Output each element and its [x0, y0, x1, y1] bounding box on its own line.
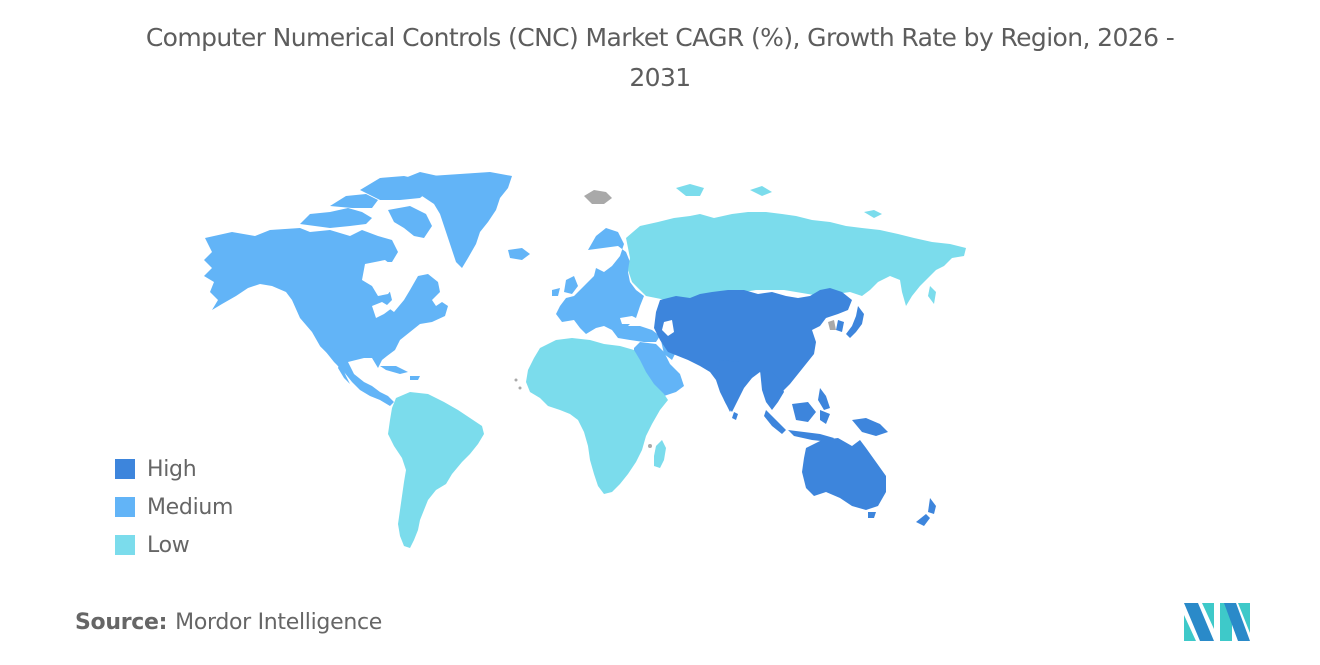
- legend-item-high: High: [115, 450, 233, 488]
- legend-item-low: Low: [115, 526, 233, 564]
- region-no-data: [514, 190, 836, 448]
- legend-label-medium: Medium: [147, 494, 234, 520]
- chart-title: Computer Numerical Controls (CNC) Market…: [0, 18, 1320, 98]
- map-legend: High Medium Low: [115, 450, 233, 564]
- legend-item-medium: Medium: [115, 488, 233, 526]
- chart-title-line-1: Computer Numerical Controls (CNC) Market…: [145, 23, 1175, 52]
- legend-label-low: Low: [147, 532, 190, 558]
- source-value: Mordor Intelligence: [175, 610, 383, 635]
- legend-label-high: High: [147, 456, 197, 482]
- mordor-intelligence-logo-icon: [1184, 603, 1250, 641]
- region-south-america: [388, 392, 484, 548]
- region-russia: [626, 184, 966, 306]
- legend-swatch-medium: [115, 497, 135, 517]
- chart-title-line-2: 2031: [629, 63, 691, 92]
- region-asia-pacific: [654, 288, 936, 526]
- source-attribution: Source: Mordor Intelligence: [75, 610, 382, 635]
- legend-swatch-low: [115, 535, 135, 555]
- source-label: Source:: [75, 610, 168, 635]
- legend-swatch-high: [115, 459, 135, 479]
- region-africa: [526, 338, 668, 494]
- region-north-america: [204, 172, 530, 406]
